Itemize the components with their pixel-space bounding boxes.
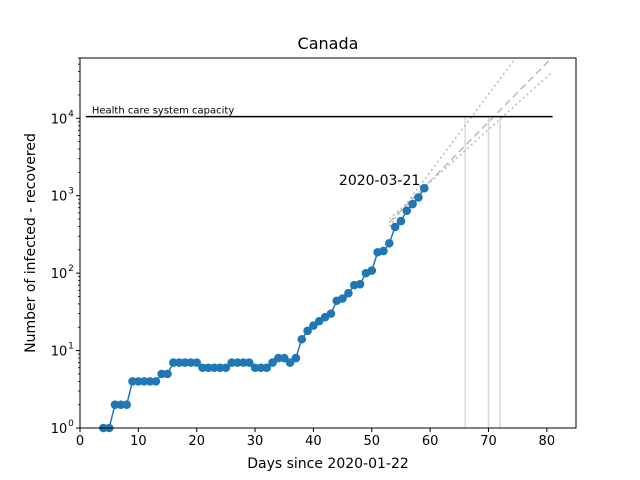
chart-title: Canada	[298, 34, 359, 53]
x-tick-label: 60	[422, 434, 439, 449]
data-point	[262, 363, 272, 373]
data-point	[268, 358, 277, 367]
x-ticks: 0 10 20 30 40 50 60 70 80	[76, 428, 555, 449]
x-axis-label: Days since 2020-01-22	[247, 456, 409, 472]
data-point	[414, 193, 423, 202]
x-tick-label: 80	[539, 434, 556, 449]
y-tick-exponent: 3	[68, 187, 74, 197]
y-tick-exponent: 1	[68, 342, 74, 352]
data-point	[419, 183, 429, 193]
data-point	[163, 369, 172, 379]
data-point	[355, 279, 365, 289]
y-tick-exponent: 4	[68, 109, 74, 119]
x-tick-label: 10	[130, 434, 147, 449]
data-point	[338, 294, 347, 303]
data-point	[297, 334, 307, 344]
y-tick-label: 10	[51, 345, 68, 360]
capacity-label: Health care system capacity	[92, 106, 234, 117]
axes-frame	[79, 57, 577, 429]
data-point	[192, 358, 202, 367]
x-tick-label: 50	[363, 434, 380, 449]
annotation-date: 2020-03-21	[339, 173, 420, 189]
y-tick-label: 10	[51, 267, 68, 282]
x-tick-label: 40	[305, 434, 322, 449]
data-point	[367, 266, 377, 275]
data-series	[99, 183, 429, 433]
x-tick-label: 0	[76, 434, 84, 449]
data-point	[279, 353, 289, 363]
x-tick-label: 70	[480, 434, 497, 449]
data-point	[122, 400, 131, 409]
plot-area	[80, 58, 576, 428]
y-axis-label: Number of infected - recovered	[23, 133, 39, 353]
y-tick-exponent: 2	[68, 264, 74, 274]
data-point	[390, 222, 400, 232]
data-point	[408, 199, 417, 209]
projection-dotted-line	[388, 58, 517, 227]
data-point	[396, 216, 406, 226]
data-point	[344, 288, 353, 298]
data-point	[285, 358, 295, 367]
y-tick-label: 10	[51, 190, 68, 205]
data-point	[379, 246, 388, 256]
x-tick-label: 30	[247, 434, 264, 449]
y-tick-label: 10	[51, 422, 68, 437]
data-point	[221, 363, 231, 373]
data-point	[303, 326, 312, 336]
projection-vlines	[464, 116, 501, 428]
data-point	[309, 321, 318, 330]
y-tick-exponent: 0	[68, 419, 74, 429]
data-point	[151, 377, 161, 386]
capacity-group: Health care system capacity	[85, 106, 553, 118]
y-tick-label: 10	[51, 112, 68, 127]
data-point	[384, 238, 394, 248]
data-point	[244, 358, 254, 367]
x-tick-label: 20	[188, 434, 205, 449]
data-point	[402, 206, 412, 216]
data-point	[291, 353, 301, 363]
data-point	[326, 309, 336, 318]
